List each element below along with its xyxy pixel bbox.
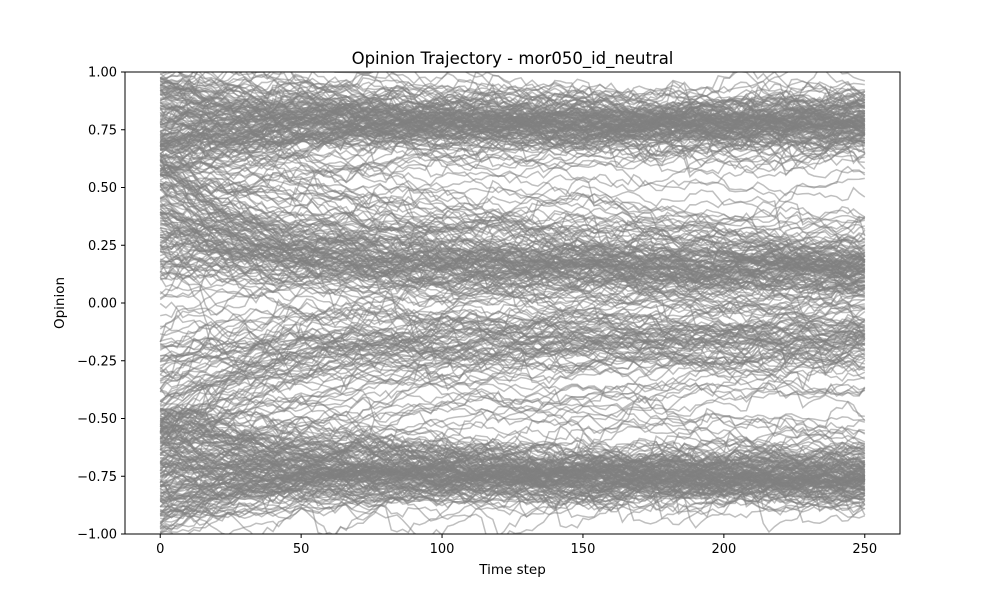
trajectory-line: [160, 123, 866, 168]
trajectory-line: [160, 414, 866, 493]
trajectory-line: [160, 477, 866, 518]
trajectory-line: [159, 164, 866, 285]
trajectory-line: [159, 80, 866, 151]
trajectory-line: [159, 348, 866, 397]
x-tick-label: 0: [156, 542, 164, 557]
trajectory-line: [159, 347, 865, 488]
trajectory-line: [159, 136, 865, 197]
x-axis-label: Time step: [478, 562, 546, 578]
y-tick-label: −0.75: [77, 470, 117, 485]
trajectory-line: [159, 260, 866, 373]
trajectory-line: [160, 136, 865, 232]
x-axis: 0 50 100 150 200 250: [156, 534, 877, 557]
trajectory-line: [159, 92, 866, 153]
trajectory-line: [159, 164, 866, 408]
trajectory-line: [159, 100, 866, 143]
trajectory-line: [159, 270, 866, 488]
y-tick-label: −0.50: [77, 412, 117, 427]
trajectory-line: [159, 254, 865, 299]
trajectory-line: [159, 236, 865, 294]
trajectory-line: [160, 347, 866, 400]
y-tick-label: 0.50: [88, 181, 117, 196]
trajectory-lines: [159, 72, 866, 534]
x-tick-label: 250: [852, 542, 877, 557]
chart-title: Opinion Trajectory - mor050_id_neutral: [352, 49, 674, 69]
trajectory-line: [159, 72, 866, 126]
trajectory-line: [159, 244, 865, 294]
y-tick-label: −0.25: [77, 354, 117, 369]
trajectory-line: [159, 137, 865, 273]
trajectory-line: [160, 208, 866, 240]
trajectory-line: [160, 181, 866, 279]
x-tick-label: 50: [293, 542, 310, 557]
trajectory-line: [160, 89, 865, 145]
trajectory-line: [160, 111, 866, 232]
trajectory-line: [159, 182, 865, 329]
trajectory-line: [159, 163, 866, 374]
trajectory-line: [159, 425, 866, 493]
y-tick-label: 0.00: [88, 297, 117, 312]
trajectory-line: [160, 177, 866, 272]
trajectory-line: [159, 211, 865, 377]
trajectory-line: [159, 250, 866, 519]
trajectory-line: [160, 80, 866, 133]
trajectory-line: [160, 72, 866, 116]
trajectory-line: [160, 383, 866, 461]
trajectory-line: [159, 72, 865, 115]
trajectory-line: [159, 186, 866, 301]
x-tick-label: 200: [711, 542, 736, 557]
trajectory-line: [159, 295, 866, 478]
trajectory-line: [159, 420, 865, 486]
trajectory-line: [160, 261, 866, 479]
trajectory-line: [160, 397, 866, 452]
trajectory-line: [159, 213, 866, 270]
trajectory-line: [159, 153, 866, 252]
trajectory-line: [159, 101, 866, 151]
trajectory-line: [159, 316, 865, 451]
trajectory-line: [160, 80, 865, 143]
y-tick-label: −1.00: [77, 528, 117, 543]
trajectory-line: [160, 320, 866, 368]
trajectory-line: [160, 205, 865, 249]
trajectory-line: [159, 461, 866, 508]
trajectory-line: [159, 102, 866, 151]
trajectory-line: [159, 353, 866, 472]
y-axis: −1.00 −0.75 −0.50 −0.25 0.00 0.25 0.50 0.75 1.00: [77, 66, 125, 543]
x-tick-label: 150: [571, 542, 596, 557]
trajectory-line: [159, 160, 866, 233]
y-tick-label: 1.00: [88, 66, 117, 81]
trajectory-line: [159, 268, 866, 484]
y-tick-label: 0.25: [88, 239, 117, 254]
trajectory-line: [159, 154, 866, 278]
y-tick-label: 0.75: [88, 123, 117, 138]
y-axis-label: Opinion: [52, 277, 68, 329]
trajectory-line: [160, 72, 865, 125]
trajectory-line: [160, 460, 866, 519]
trajectory-line: [159, 319, 866, 450]
trajectory-line: [159, 410, 866, 494]
trajectory-line: [159, 185, 866, 259]
trajectory-line: [159, 183, 866, 333]
trajectory-line: [159, 184, 866, 289]
x-tick-label: 100: [430, 542, 455, 557]
trajectory-line: [159, 165, 866, 330]
